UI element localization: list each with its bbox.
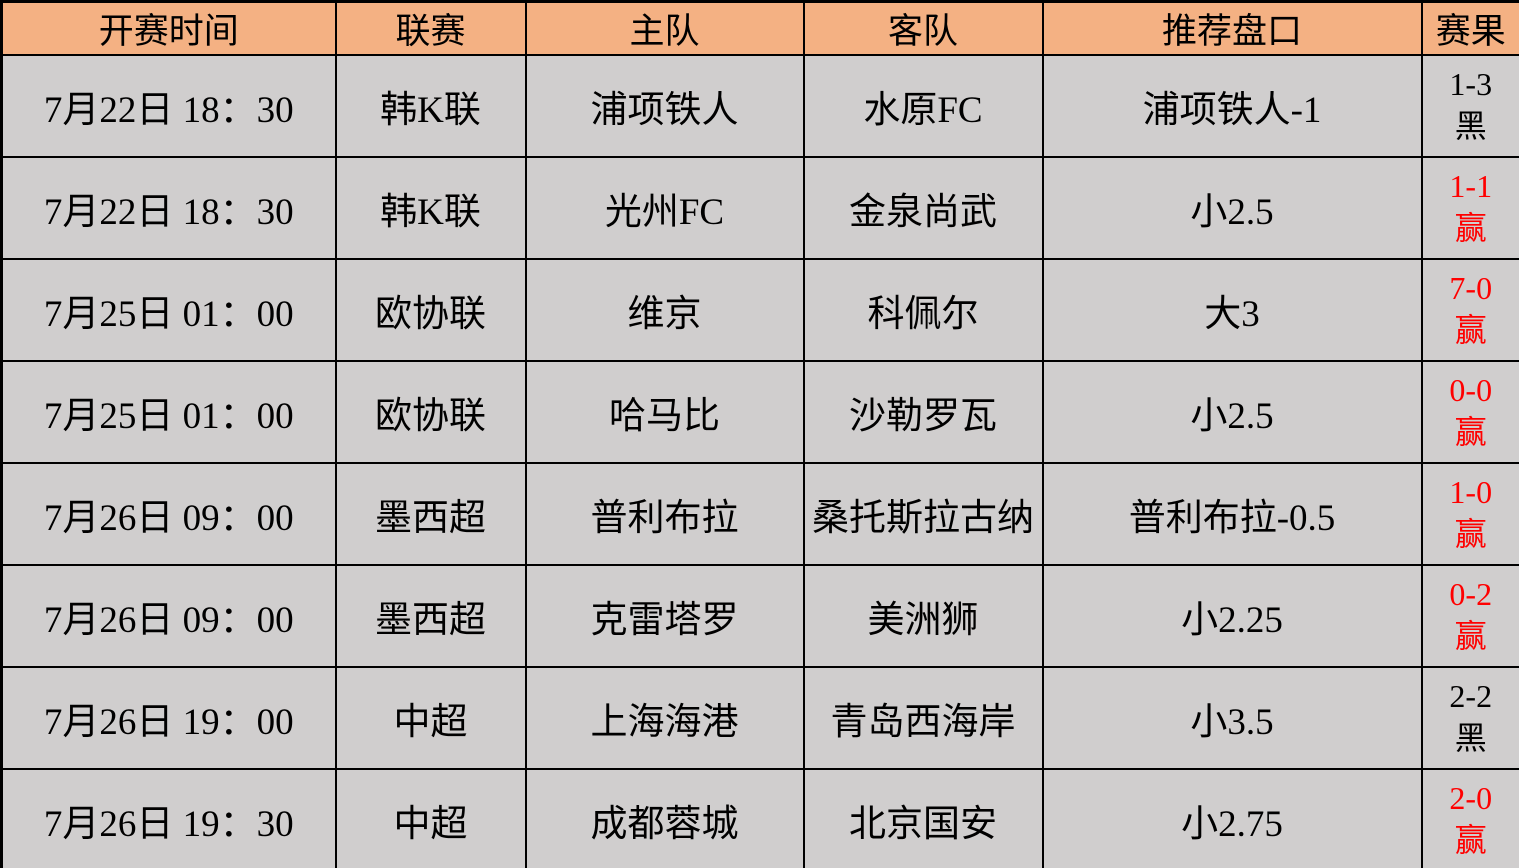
cell-result: 1-1 赢 (1420, 156, 1519, 260)
cell-handicap: 浦项铁人-1 (1041, 54, 1423, 158)
cell-result: 1-0 赢 (1420, 462, 1519, 566)
cell-result: 0-2 赢 (1420, 564, 1519, 668)
result-score: 0-2 (1449, 576, 1493, 613)
cell-result: 2-0 赢 (1420, 768, 1519, 868)
cell-time: 7月26日 19：30 (0, 768, 337, 868)
cell-away: 金泉尚武 (802, 156, 1044, 260)
cell-league: 韩K联 (334, 54, 527, 158)
cell-result: 1-3 黑 (1420, 54, 1519, 158)
cell-home: 哈马比 (524, 360, 805, 464)
cell-handicap: 普利布拉-0.5 (1041, 462, 1423, 566)
column-header-league: 联赛 (334, 0, 527, 56)
result-outcome: 赢 (1454, 516, 1487, 552)
cell-home: 浦项铁人 (524, 54, 805, 158)
cell-time: 7月25日 01：00 (0, 258, 337, 362)
cell-league: 欧协联 (334, 258, 527, 362)
cell-result: 2-2 黑 (1420, 666, 1519, 770)
cell-time: 7月22日 18：30 (0, 156, 337, 260)
cell-league: 韩K联 (334, 156, 527, 260)
cell-time: 7月26日 09：00 (0, 564, 337, 668)
table-row: 7月26日 19：00 中超 上海海港 青岛西海岸 小3.5 2-2 黑 (0, 666, 1519, 770)
result-score: 1-3 (1449, 66, 1493, 103)
table-header: 开赛时间 联赛 主队 客队 推荐盘口 赛果 (0, 0, 1519, 56)
column-header-away: 客队 (802, 0, 1044, 56)
cell-result: 7-0 赢 (1420, 258, 1519, 362)
cell-handicap: 大3 (1041, 258, 1423, 362)
table-row: 7月26日 19：30 中超 成都蓉城 北京国安 小2.75 2-0 赢 (0, 768, 1519, 868)
cell-home: 普利布拉 (524, 462, 805, 566)
cell-home: 成都蓉城 (524, 768, 805, 868)
cell-handicap: 小3.5 (1041, 666, 1423, 770)
cell-handicap: 小2.75 (1041, 768, 1423, 868)
table-row: 7月22日 18：30 韩K联 浦项铁人 水原FC 浦项铁人-1 1-3 黑 (0, 54, 1519, 158)
column-header-home: 主队 (524, 0, 805, 56)
result-outcome: 赢 (1454, 821, 1487, 858)
result-outcome: 赢 (1454, 210, 1487, 246)
cell-handicap: 小2.5 (1041, 360, 1423, 464)
result-score: 1-0 (1449, 474, 1493, 511)
result-score: 0-0 (1449, 372, 1493, 409)
cell-league: 墨西超 (334, 462, 527, 566)
table-row: 7月26日 09：00 墨西超 克雷塔罗 美洲狮 小2.25 0-2 赢 (0, 564, 1519, 668)
cell-result: 0-0 赢 (1420, 360, 1519, 464)
table-row: 7月25日 01：00 欧协联 维京 科佩尔 大3 7-0 赢 (0, 258, 1519, 362)
cell-handicap: 小2.25 (1041, 564, 1423, 668)
cell-away: 水原FC (802, 54, 1044, 158)
column-header-time: 开赛时间 (0, 0, 337, 56)
cell-home: 克雷塔罗 (524, 564, 805, 668)
cell-league: 中超 (334, 768, 527, 868)
result-outcome: 赢 (1454, 312, 1487, 348)
cell-league: 欧协联 (334, 360, 527, 464)
table-row: 7月26日 09：00 墨西超 普利布拉 桑托斯拉古纳 普利布拉-0.5 1-0 赢 (0, 462, 1519, 566)
cell-away: 沙勒罗瓦 (802, 360, 1044, 464)
result-outcome: 赢 (1454, 414, 1487, 450)
cell-time: 7月22日 18：30 (0, 54, 337, 158)
table-row: 7月25日 01：00 欧协联 哈马比 沙勒罗瓦 小2.5 0-0 赢 (0, 360, 1519, 464)
cell-home: 维京 (524, 258, 805, 362)
cell-away: 科佩尔 (802, 258, 1044, 362)
cell-home: 光州FC (524, 156, 805, 260)
result-score: 2-0 (1449, 780, 1493, 817)
match-table-body: 7月22日 18：30 韩K联 浦项铁人 水原FC 浦项铁人-1 1-3 黑 7月22日 18… (0, 54, 1519, 868)
header-row: 开赛时间 联赛 主队 客队 推荐盘口 赛果 (0, 0, 1519, 56)
cell-league: 墨西超 (334, 564, 527, 668)
cell-time: 7月25日 01：00 (0, 360, 337, 464)
result-outcome: 黑 (1454, 108, 1487, 144)
cell-away: 青岛西海岸 (802, 666, 1044, 770)
table-row: 7月22日 18：30 韩K联 光州FC 金泉尚武 小2.5 1-1 赢 (0, 156, 1519, 260)
cell-away: 美洲狮 (802, 564, 1044, 668)
cell-time: 7月26日 09：00 (0, 462, 337, 566)
result-score: 7-0 (1449, 270, 1493, 307)
cell-handicap: 小2.5 (1041, 156, 1423, 260)
cell-league: 中超 (334, 666, 527, 770)
cell-away: 北京国安 (802, 768, 1044, 868)
result-score: 2-2 (1449, 678, 1493, 715)
column-header-result: 赛果 (1420, 0, 1519, 56)
cell-time: 7月26日 19：00 (0, 666, 337, 770)
result-outcome: 黑 (1454, 720, 1487, 756)
column-header-handicap: 推荐盘口 (1041, 0, 1423, 56)
cell-home: 上海海港 (524, 666, 805, 770)
cell-away: 桑托斯拉古纳 (802, 462, 1044, 566)
result-score: 1-1 (1449, 168, 1493, 205)
result-outcome: 赢 (1454, 618, 1487, 654)
